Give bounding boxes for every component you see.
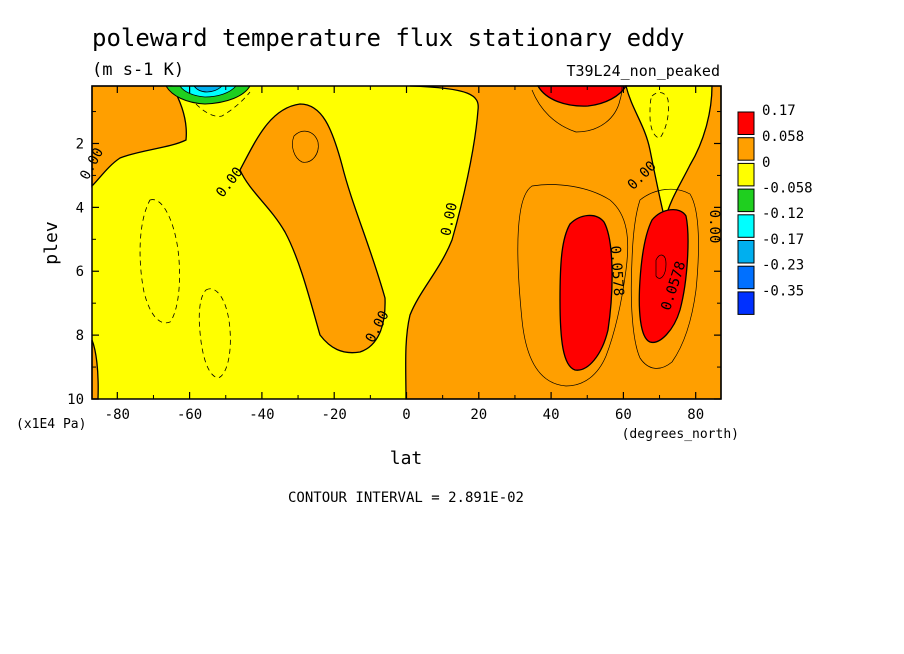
contour-line xyxy=(655,254,667,279)
x-tick-label: -20 xyxy=(322,407,347,423)
contour-dashed xyxy=(649,92,669,139)
y-tick-label: 6 xyxy=(76,264,84,280)
legend-swatch xyxy=(737,240,755,264)
y-tick-labels: 2 4 6 8 10 xyxy=(67,136,84,408)
x-tick-label: 40 xyxy=(543,407,560,423)
contour-line xyxy=(531,85,623,133)
legend-label: -0.058 xyxy=(762,181,813,197)
x-tick-label: 20 xyxy=(470,407,487,423)
contour-line xyxy=(292,130,319,163)
x-axis-label: lat xyxy=(390,448,423,469)
y-tick-label: 2 xyxy=(76,136,84,152)
x-tick-label: -60 xyxy=(177,407,202,423)
contour-dashed xyxy=(198,288,231,379)
legend-swatch xyxy=(737,111,755,135)
legend-swatch xyxy=(737,188,755,213)
legend-label: 0 xyxy=(762,155,770,171)
color-legend: 0.17 0.058 0 -0.058 -0.12 -0.17 -0.23 -0.35 xyxy=(737,103,813,315)
x-tick-label: 0 xyxy=(402,407,410,423)
contour-line xyxy=(517,184,629,387)
chart-title: poleward temperature flux stationary edd… xyxy=(92,24,684,52)
positive-core-mid xyxy=(559,214,613,371)
y-tick-label: 10 xyxy=(67,392,84,408)
y-axis-units: (x1E4 Pa) xyxy=(16,417,86,432)
contour-dashed xyxy=(139,199,180,324)
legend-label: -0.17 xyxy=(762,232,804,248)
legend-label: -0.23 xyxy=(762,258,804,274)
contour-dashed xyxy=(195,91,251,117)
legend-swatch xyxy=(737,137,755,161)
chart-units: (m s-1 K) xyxy=(92,60,184,80)
x-axis-units: (degrees_north) xyxy=(622,427,739,442)
legend-label: 0.17 xyxy=(762,103,796,119)
contour-interval: CONTOUR INTERVAL = 2.891E-02 xyxy=(288,490,524,506)
positive-core-high xyxy=(638,209,689,343)
y-tick-label: 8 xyxy=(76,328,84,344)
run-label: T39L24_non_peaked xyxy=(566,62,720,80)
x-tick-label: -40 xyxy=(249,407,274,423)
x-tick-labels: -80 -60 -40 -20 0 20 40 60 80 xyxy=(105,407,704,423)
positive-region-southwest xyxy=(91,85,187,188)
axis-ticks xyxy=(92,86,721,400)
legend-swatch xyxy=(737,291,755,315)
x-tick-label: 60 xyxy=(615,407,632,423)
legend-label: -0.35 xyxy=(762,283,804,299)
contour-label: 0.00 xyxy=(438,201,461,237)
positive-region-midlatitude-band xyxy=(239,103,386,354)
contour-line xyxy=(630,188,699,369)
legend-swatch xyxy=(737,214,755,238)
y-axis-label: plev xyxy=(41,221,62,264)
y-tick-label: 4 xyxy=(76,200,84,216)
legend-swatch xyxy=(737,162,755,187)
contour-label: 0.0578 xyxy=(607,245,626,297)
negative-cell-blue xyxy=(193,85,223,93)
legend-swatch xyxy=(737,265,755,290)
x-tick-label: -80 xyxy=(105,407,130,423)
contour-label: 0.00 xyxy=(706,210,722,244)
legend-label: -0.12 xyxy=(762,206,804,222)
legend-label: 0.058 xyxy=(762,129,804,145)
x-tick-label: 80 xyxy=(687,407,704,423)
